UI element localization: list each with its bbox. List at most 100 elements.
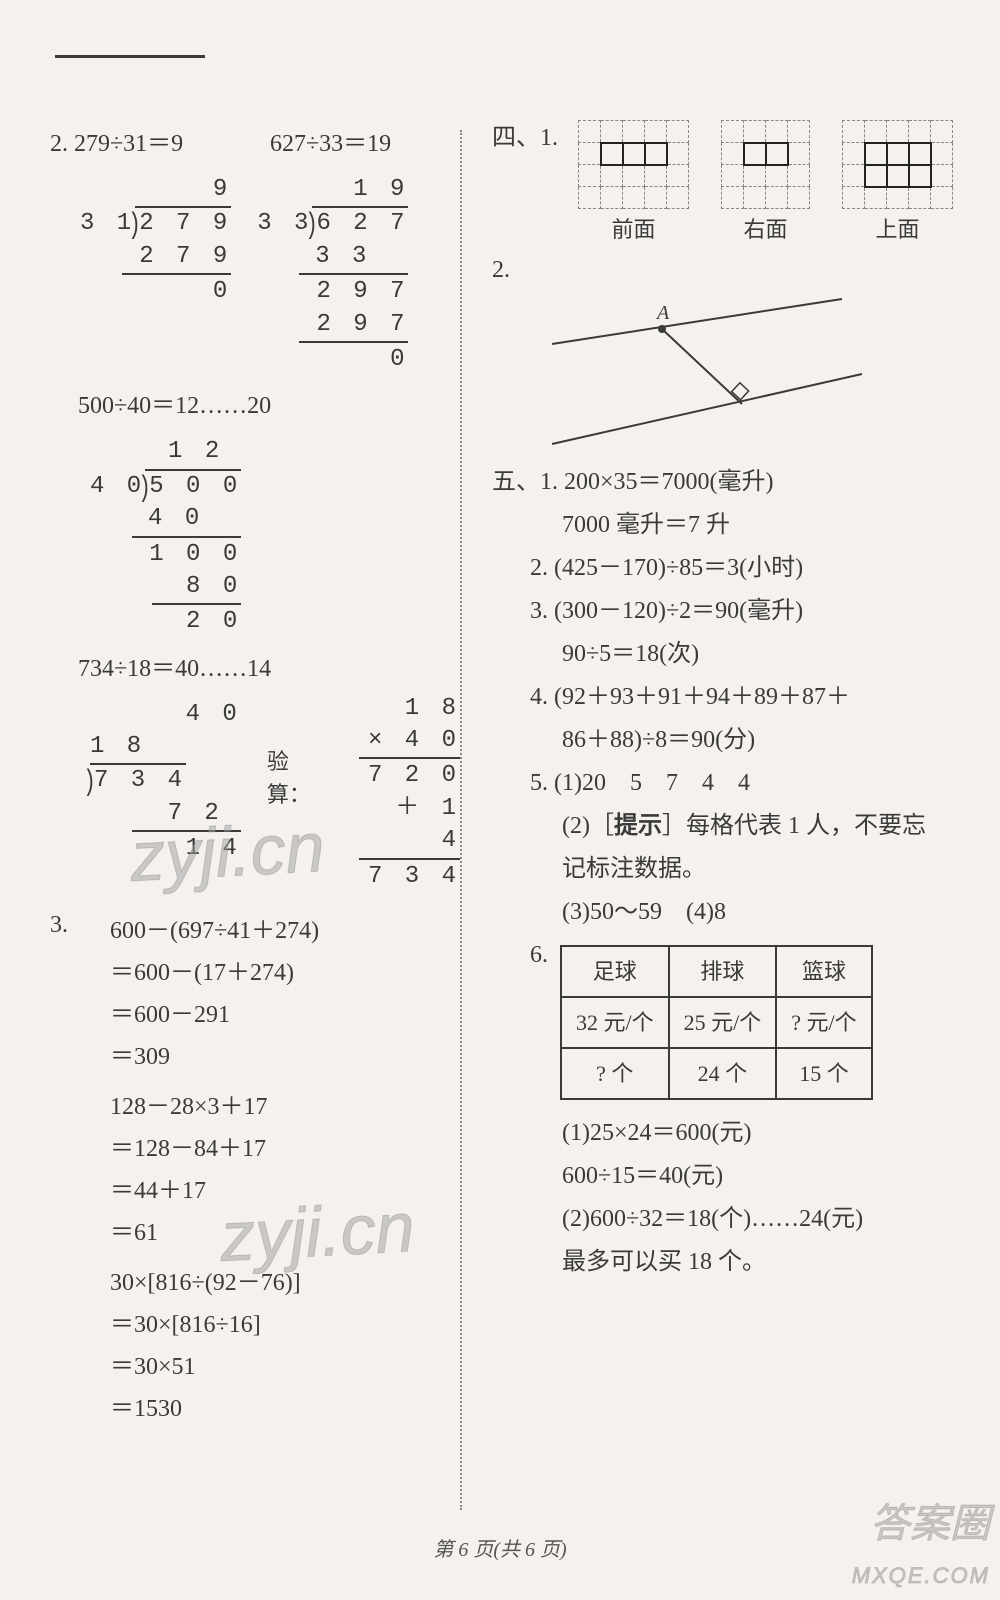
verify-a: 1 8 — [359, 693, 460, 725]
ld3-quotient: 1 2 — [90, 436, 241, 468]
view-front: 前面 — [574, 120, 693, 246]
grid-front — [578, 120, 689, 209]
l3a: (300－120)÷2＝90(毫升) — [554, 598, 803, 624]
b2-1: ＝128－84＋17 — [110, 1131, 319, 1167]
r1c0: 32 元/个 — [561, 997, 669, 1048]
b3-1: ＝30×[816÷16] — [110, 1307, 319, 1343]
main-columns: 2. 279÷31＝9 627÷33＝19 9 3 12 7 9 2 7 9 0… — [50, 120, 970, 1550]
label-right: 右面 — [717, 213, 814, 246]
label-front: 前面 — [574, 213, 693, 246]
ld2-s1: 3 3 — [257, 241, 408, 273]
l5d: (3)50～59 (4)8 — [492, 894, 970, 930]
b1-1: ＝600－(17＋274) — [110, 955, 319, 991]
sec5-num: 五、1. — [492, 469, 558, 495]
l1b: 7000 毫升＝7 升 — [492, 507, 970, 543]
eq4: 734÷18＝40……14 — [50, 651, 460, 687]
ld1-s1: 2 7 9 — [80, 241, 231, 273]
table-row: ? 个 24 个 15 个 — [561, 1048, 872, 1099]
verify-b: × 4 0 — [359, 725, 460, 757]
ld2-dividend: 6 2 7 — [312, 206, 408, 240]
calc-b1: 600－(697÷41＋274) ＝600－(17＋274) ＝600－291 … — [110, 907, 319, 1433]
ld2-s4: 0 — [299, 341, 408, 376]
long-division-4: 4 0 1 87 3 4 7 2 1 4 — [90, 699, 241, 866]
sec4: 四、1. 前面 — [492, 120, 970, 246]
ld2-divisor: 3 3 — [257, 210, 312, 237]
views: 前面 右面 — [574, 120, 957, 246]
ld2-s3: 2 9 7 — [257, 309, 408, 341]
table-row: 32 元/个 25 元/个 ? 元/个 — [561, 997, 872, 1048]
b3-0: 30×[816÷(92－76)] — [110, 1265, 319, 1301]
th-2: 篮球 — [776, 946, 871, 997]
ld3-s4: 2 0 — [152, 603, 241, 638]
l2: 2. (425－170)÷85＝3(小时) — [492, 550, 970, 586]
b1-3: ＝309 — [110, 1039, 319, 1075]
view-right: 右面 — [717, 120, 814, 246]
left-column: 2. 279÷31＝9 627÷33＝19 9 3 12 7 9 2 7 9 0… — [50, 120, 460, 1550]
l5h: 5. — [530, 770, 548, 796]
at-c: (2)600÷32＝18(个)……24(元) — [492, 1201, 970, 1237]
at-d: 最多可以买 18 个。 — [492, 1244, 970, 1280]
l4: 4. (92＋93＋91＋94＋89＋87＋ — [492, 679, 970, 715]
ld4-dividend: 7 3 4 — [90, 763, 186, 797]
wm3b: MXQE.COM — [852, 1563, 990, 1588]
ld1-dividend: 2 7 9 — [135, 206, 231, 240]
eq3: 500÷40＝12……20 — [50, 388, 460, 424]
r1c1: 25 元/个 — [669, 997, 777, 1048]
b1-2: ＝600－291 — [110, 997, 319, 1033]
l3h: 3. — [530, 598, 548, 624]
at-a: (1)25×24＝600(元) — [492, 1115, 970, 1151]
sec3: 3. 600－(697÷41＋274) ＝600－(17＋274) ＝600－2… — [50, 907, 460, 1433]
r1c2: ? 元/个 — [776, 997, 871, 1048]
sec5-1: 五、1. 200×35＝7000(毫升) — [492, 464, 970, 500]
at-b: 600÷15＝40(元) — [492, 1158, 970, 1194]
ld3-s1: 4 0 — [90, 503, 241, 535]
point-A-label: A — [655, 302, 670, 324]
l5a: (1)20 5 7 4 4 — [554, 770, 750, 796]
ld1-s2: 0 — [122, 273, 231, 308]
long-division-1: 9 3 12 7 9 2 7 9 0 — [80, 174, 231, 309]
ld4-wrap: 4 0 1 87 3 4 7 2 1 4 验算： 1 8 × 4 0 7 2 0… — [90, 693, 460, 893]
ld1-quotient: 9 — [80, 174, 231, 206]
ld4-s2: 1 4 — [132, 830, 241, 865]
l5b-pre: (2)［ — [562, 813, 614, 839]
l6: 6. 足球 排球 篮球 32 元/个 25 元/个 ? 元/个 ? 个 24 — [492, 937, 970, 1108]
verify-d: ＋ 1 4 — [359, 793, 460, 858]
l5c: 记标注数据。 — [492, 851, 970, 887]
l4a: (92＋93＋91＋94＋89＋87＋ — [554, 684, 850, 710]
verify-c: 7 2 0 — [359, 757, 460, 792]
ld2-quotient: 1 9 — [257, 174, 408, 206]
verify-e: 7 3 4 — [359, 858, 460, 893]
l5b: (2)［提示］每格代表 1 人，不要忘 — [492, 808, 970, 844]
page-footer: 第 6 页(共 6 页) — [0, 1535, 1000, 1565]
sec4-num: 四、1. — [492, 125, 558, 151]
l6h: 6. — [530, 937, 548, 973]
ld-pair-1: 9 3 12 7 9 2 7 9 0 1 9 3 36 2 7 3 3 2 9 … — [80, 168, 460, 382]
b3-3: ＝1530 — [110, 1391, 319, 1427]
l4b: 86＋88)÷8＝90(分) — [492, 722, 970, 758]
view-top: 上面 — [838, 120, 957, 246]
l5b-post: ］每格代表 1 人，不要忘 — [662, 813, 926, 839]
l5: 5. (1)20 5 7 4 4 — [492, 765, 970, 801]
l5b-bold: 提示 — [614, 813, 662, 839]
parallel-lines-diagram: A — [512, 294, 892, 454]
long-division-3: 1 2 4 05 0 0 4 0 1 0 0 8 0 2 0 — [90, 436, 241, 638]
b2-2: ＝44＋17 — [110, 1173, 319, 1209]
sec4-sub2: 2. — [492, 257, 510, 283]
b2-0: 128－28×3＋17 — [110, 1089, 319, 1125]
ld4-divisor: 1 8 — [90, 733, 145, 760]
price-table: 足球 排球 篮球 32 元/个 25 元/个 ? 元/个 ? 个 24 个 15… — [560, 945, 873, 1100]
l3b: 90÷5＝18(次) — [492, 636, 970, 672]
header-underline — [55, 55, 205, 58]
ld4-quotient: 4 0 — [90, 699, 241, 731]
verify-label: 验算： — [267, 745, 333, 841]
l2t: (425－170)÷85＝3(小时) — [554, 555, 803, 581]
ld3-dividend: 5 0 0 — [145, 469, 241, 503]
ld1-divisor: 3 1 — [80, 210, 135, 237]
sec2-num: 2. — [50, 131, 68, 157]
verify-multiplication: 1 8 × 4 0 7 2 0 ＋ 1 4 7 3 4 — [359, 693, 460, 893]
ld2-s2: 2 9 7 — [299, 273, 408, 308]
ld3-divisor: 4 0 — [90, 473, 145, 500]
th-0: 足球 — [561, 946, 669, 997]
eq2: 627÷33＝19 — [270, 131, 391, 157]
label-top: 上面 — [838, 213, 957, 246]
